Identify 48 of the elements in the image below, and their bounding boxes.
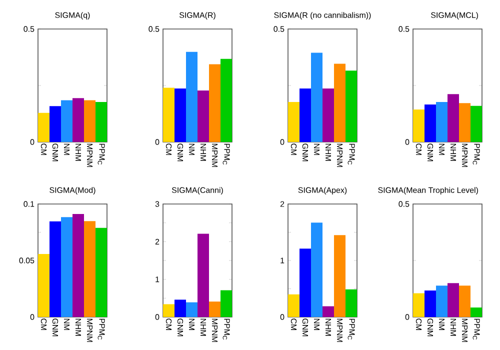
bar [424, 290, 436, 317]
bar [198, 90, 210, 142]
bar [413, 293, 425, 317]
bar [448, 283, 460, 317]
bar [448, 94, 460, 142]
bar [186, 302, 198, 317]
bar [300, 248, 312, 317]
bar [209, 302, 221, 317]
bar [72, 98, 84, 142]
bar [436, 102, 448, 142]
bar [436, 286, 448, 317]
bar [174, 300, 186, 317]
bar [84, 221, 96, 317]
bar [346, 70, 358, 142]
bar [61, 217, 72, 317]
bar [198, 234, 210, 317]
bar [209, 64, 221, 142]
bar [38, 254, 50, 317]
bar [424, 104, 436, 142]
bar [459, 286, 471, 317]
bar [163, 304, 175, 317]
bar [96, 228, 107, 317]
bar [334, 235, 346, 317]
bar [50, 106, 61, 142]
bar [38, 112, 50, 142]
bar [300, 88, 312, 142]
bar [84, 100, 96, 142]
bar [96, 102, 107, 142]
bar [322, 88, 334, 142]
bar [288, 294, 300, 317]
bar [174, 88, 186, 142]
bar [334, 64, 346, 142]
bar [311, 52, 323, 142]
bar [186, 52, 198, 142]
bar [61, 100, 72, 142]
bar [459, 103, 471, 142]
bar [163, 88, 175, 142]
bar [311, 222, 323, 317]
bar [470, 106, 482, 142]
bar [220, 290, 232, 317]
bar [220, 58, 232, 142]
bar [288, 102, 300, 142]
bar [322, 306, 334, 317]
bar [72, 214, 84, 317]
bar [413, 109, 425, 142]
bar [470, 308, 482, 317]
bar [50, 221, 61, 317]
bar [346, 289, 358, 317]
